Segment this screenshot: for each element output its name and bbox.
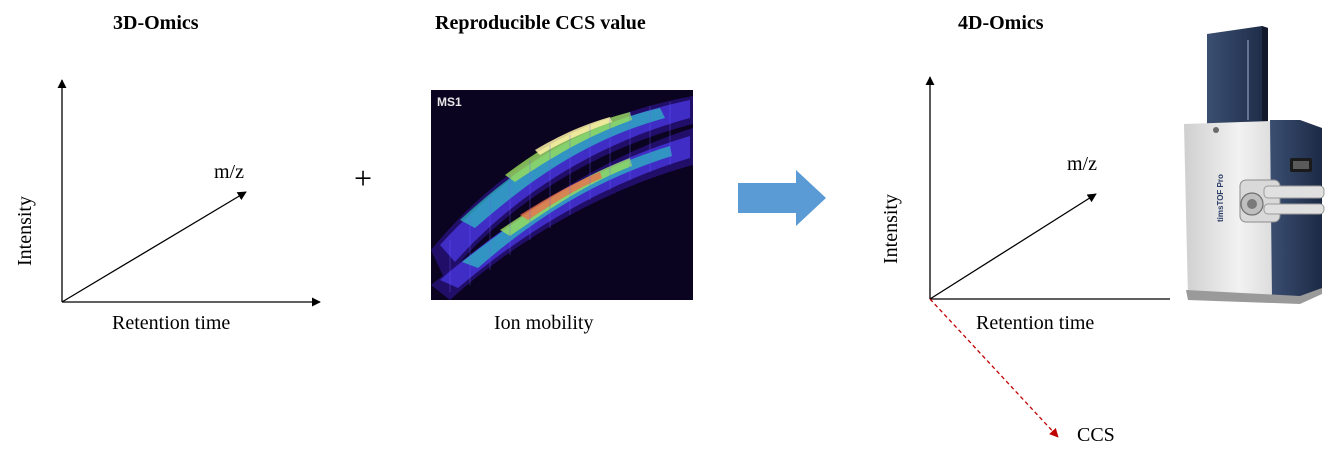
title-3d-omics: 3D-Omics	[113, 12, 199, 34]
right-ccs-axis	[929, 298, 1059, 438]
left-intensity-label: Intensity	[14, 196, 36, 266]
plus-symbol: +	[354, 160, 373, 196]
ion-mobility-caption: Ion mobility	[494, 312, 594, 334]
left-z-axis	[61, 191, 247, 303]
right-axes	[925, 76, 1170, 438]
left-mz-label: m/z	[214, 161, 244, 183]
instrument-brand-text: timsTOF Pro	[1216, 174, 1225, 222]
right-intensity-label: Intensity	[880, 194, 902, 264]
heatmap-ms1-tag: MS1	[437, 95, 462, 109]
title-4d-omics: 4D-Omics	[958, 12, 1044, 34]
transition-arrow-icon	[738, 170, 826, 226]
right-retention-label: Retention time	[976, 312, 1095, 334]
ion-mobility-heatmap	[431, 90, 693, 300]
left-retention-label: Retention time	[112, 312, 231, 334]
timstof-instrument-icon	[1184, 26, 1325, 304]
right-z-axis	[929, 193, 1097, 300]
ccs-label: CCS	[1077, 424, 1115, 446]
left-axes	[57, 79, 321, 307]
title-reproducible-ccs: Reproducible CCS value	[435, 12, 646, 34]
right-mz-label: m/z	[1067, 153, 1097, 175]
